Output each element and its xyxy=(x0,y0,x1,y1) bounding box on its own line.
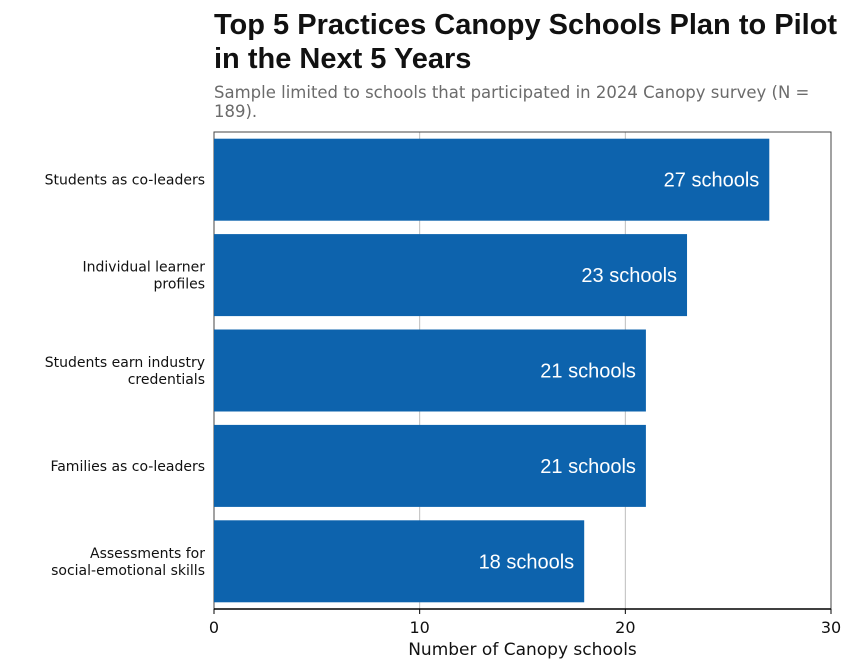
x-axis-title: Number of Canopy schools xyxy=(408,640,637,660)
bar-4 xyxy=(214,520,585,603)
bar-0 xyxy=(214,138,770,221)
category-label-line: Families as co-leaders xyxy=(50,459,205,475)
bar-data-label-1: 23 schools xyxy=(581,265,677,287)
category-label-0: Students as co-leaders xyxy=(45,173,205,189)
bar-3 xyxy=(214,424,646,507)
x-tick-label-1: 10 xyxy=(409,618,429,637)
category-label-line: social-emotional skills xyxy=(51,563,205,579)
category-label-line: Individual learner xyxy=(83,260,206,276)
bar-1 xyxy=(214,234,688,317)
category-label-line: credentials xyxy=(128,372,205,388)
chart-title: Top 5 Practices Canopy Schools Plan to P… xyxy=(214,9,838,75)
category-label-1: Individual learner profiles xyxy=(83,260,206,293)
category-label-line: Assessments for xyxy=(90,546,205,562)
category-label-2: Students earn industry credentials xyxy=(45,355,205,388)
chart-subtitle: Sample limited to schools that participa… xyxy=(214,83,810,121)
x-tick-label-0: 0 xyxy=(209,618,219,637)
bar-data-label-3: 21 schools xyxy=(540,456,636,478)
category-label-4: Assessments for social-emotional skills xyxy=(51,546,205,579)
bar-data-label-2: 21 schools xyxy=(540,361,636,383)
category-label-line: Students as co-leaders xyxy=(45,173,205,189)
bar-2 xyxy=(214,329,646,412)
category-label-3: Families as co-leaders xyxy=(50,459,205,475)
x-tick-label-3: 30 xyxy=(821,618,841,637)
bar-data-label-0: 27 schools xyxy=(664,170,760,192)
category-label-line: Students earn industry xyxy=(45,355,205,371)
bar-data-label-4: 18 schools xyxy=(479,551,575,573)
category-label-line: profiles xyxy=(153,277,205,293)
x-tick-label-2: 20 xyxy=(615,618,635,637)
